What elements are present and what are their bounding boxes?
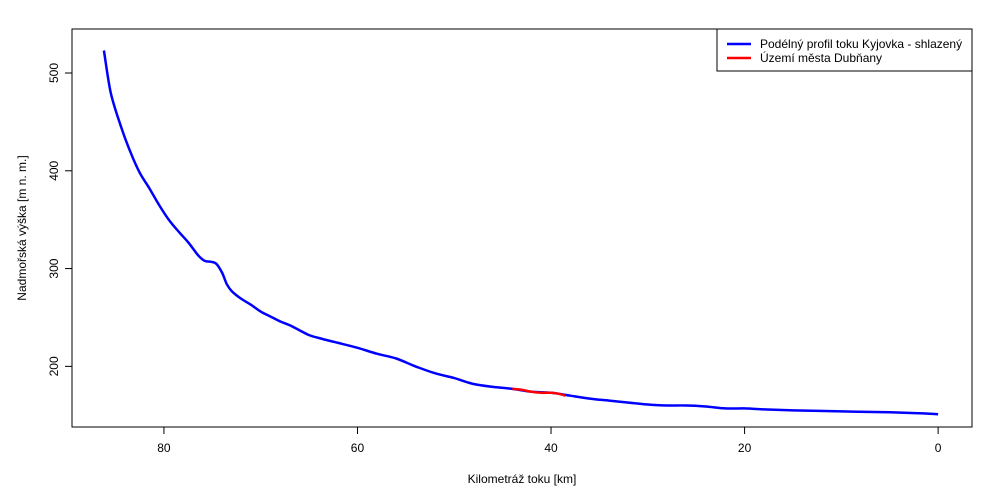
series-line-river-profile	[102, 50, 939, 416]
series-layer	[102, 50, 939, 416]
x-tick-label: 80	[157, 441, 171, 455]
legend-box	[716, 28, 973, 72]
y-axis-label: Nadmořská výška [m n. m.]	[15, 155, 29, 300]
x-axis: 80 60 40 20 0	[157, 427, 942, 455]
y-tick-label: 400	[47, 160, 61, 180]
legend-label-river-profile: Podélný profil toku Kyjovka - shlazený	[760, 37, 962, 51]
plot-frame	[71, 28, 973, 428]
x-tick-label: 60	[351, 441, 365, 455]
y-tick-label: 300	[47, 258, 61, 278]
x-tick-label: 20	[738, 441, 752, 455]
y-axis: 200 300 400 500	[47, 63, 72, 376]
y-tick-label: 500	[47, 63, 61, 83]
series-line-dubnany-area	[512, 387, 566, 397]
legend-label-dubnany-area: Území města Dubňany	[760, 50, 882, 65]
x-axis-label: Kilometráž toku [km]	[468, 472, 577, 486]
x-tick-label: 40	[544, 441, 558, 455]
y-tick-label: 200	[47, 356, 61, 376]
legend: Podélný profil toku Kyjovka - shlazený Ú…	[716, 28, 973, 72]
x-tick-label: 0	[935, 441, 942, 455]
